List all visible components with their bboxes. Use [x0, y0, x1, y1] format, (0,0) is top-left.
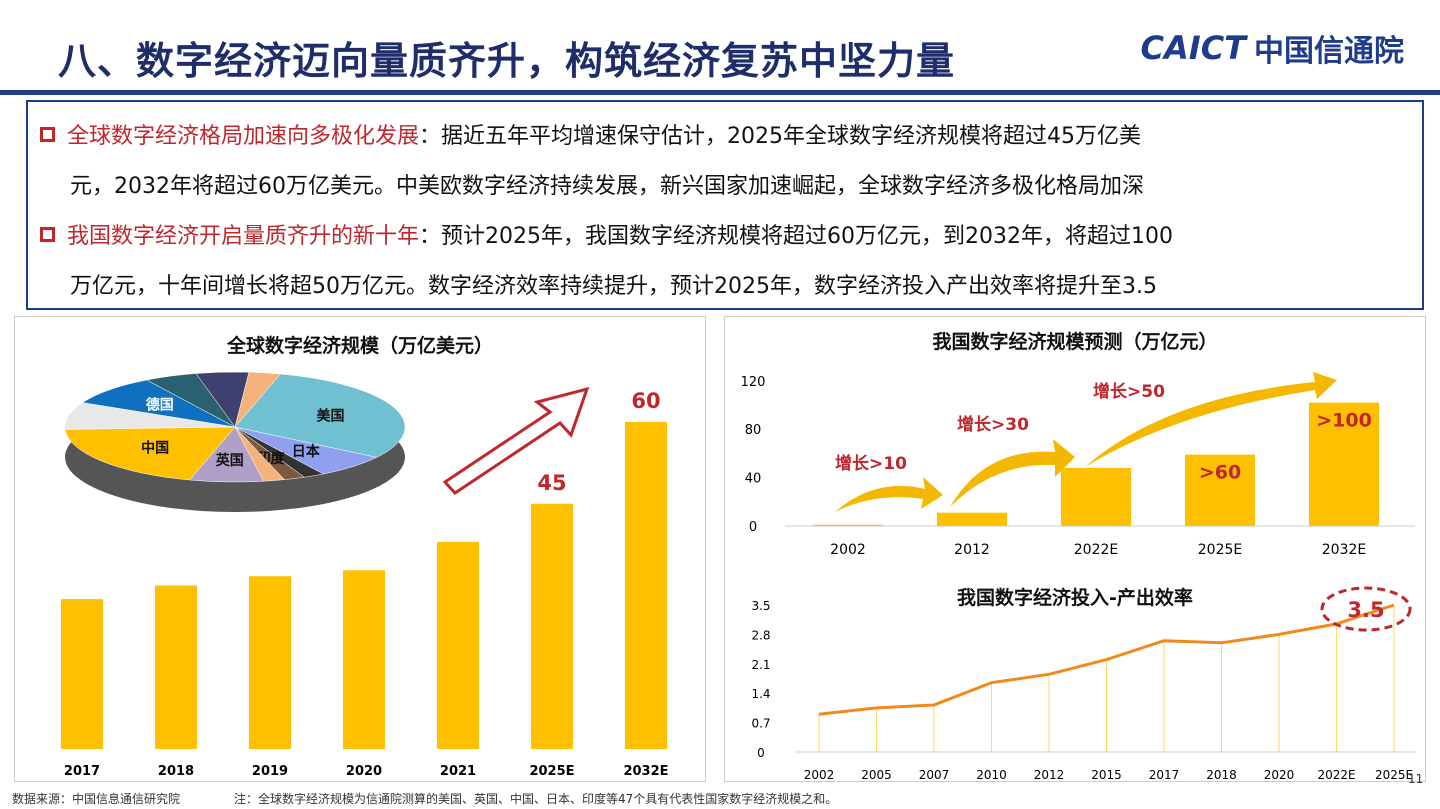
y-tick-label: 0.7 [751, 717, 770, 731]
pie-label: 德国 [146, 397, 174, 414]
x-tick-label: 2032E [623, 764, 668, 779]
divider [0, 90, 1440, 95]
page-title: 八、数字经济迈向量质齐升，构筑经济复苏中坚力量 [58, 39, 956, 83]
chart-title: 我国数字经济规模预测（万亿元） [932, 331, 1218, 353]
x-tick-label: 2032E [1322, 542, 1366, 558]
bar [531, 503, 573, 749]
x-tick-label: 2017 [64, 764, 100, 779]
pie-label: 日本 [292, 443, 321, 460]
y-tick-label: 120 [741, 375, 766, 390]
bullet-highlight: 我国数字经济开启量质齐升的新十年 [67, 224, 420, 249]
x-tick-label: 2002 [830, 542, 866, 558]
x-tick-label: 2025E [529, 764, 574, 779]
bullet-text: ：预计2025年，我国数字经济规模将超过60万亿元，到2032年，将超过100 [419, 224, 1173, 249]
x-tick-label: 2007 [919, 768, 950, 782]
bar [625, 422, 667, 749]
summary-box: 全球数字经济格局加速向多极化发展：据近五年平均增速保守估计，2025年全球数字经… [26, 100, 1424, 310]
x-tick-label: 2018 [158, 764, 194, 779]
bullet-1: 全球数字经济格局加速向多极化发展：据近五年平均增速保守估计，2025年全球数字经… [40, 112, 1410, 212]
x-tick-label: 2020 [1264, 768, 1295, 782]
x-tick-label: 2012 [1034, 768, 1065, 782]
bullet-text: ：据近五年平均增速保守估计，2025年全球数字经济规模将超过45万亿美 [419, 124, 1142, 149]
growth-arrow [1085, 372, 1337, 467]
x-tick-label: 2012 [954, 542, 990, 558]
bar [249, 576, 291, 749]
y-tick-label: 2.8 [751, 628, 770, 642]
y-tick-label: 1.4 [751, 687, 770, 701]
x-tick-label: 2020 [346, 764, 382, 779]
page-number: 11 [1408, 772, 1424, 786]
growth-arrow [950, 439, 1075, 507]
logo-en: CAICT [1140, 29, 1246, 67]
x-tick-label: 2015 [1091, 768, 1122, 782]
x-tick-label: 2021 [440, 764, 476, 779]
growth-arrow [442, 386, 590, 495]
bullet-text: 万亿元，十年间增长将超50万亿元。数字经济效率持续提升，预计2025年，数字经济… [70, 274, 1157, 299]
y-tick-label: 2.1 [751, 658, 770, 672]
y-tick-label: 80 [745, 423, 762, 438]
bar [155, 585, 197, 749]
bar-label: >60 [1199, 462, 1241, 484]
bar [343, 570, 385, 749]
pie-label: 中国 [141, 440, 169, 457]
pie-slice [64, 426, 236, 481]
x-tick-label: 2022E [1317, 768, 1355, 782]
footnote: 注：全球数字经济规模为信通院测算的美国、英国、中国、日本、印度等47个具有代表性… [234, 792, 838, 806]
annotation-label: 3.5 [1347, 598, 1384, 622]
x-tick-label: 2025E [1375, 768, 1413, 782]
x-tick-label: 2010 [976, 768, 1007, 782]
y-tick-label: 0 [757, 746, 765, 760]
logo-cn: 中国信通院 [1254, 34, 1404, 69]
bar [937, 512, 1007, 526]
global-bar-chart: 2017 2018 2019 2020 2021 2025E452032E60美国日本印度… [61, 371, 669, 779]
china-chart-panel: 我国数字经济规模预测（万亿元） 我国数字经济投入-产出效率 0 40 80 120 20… [724, 316, 1426, 782]
pie-slice [234, 373, 406, 458]
x-tick-label: 2017 [1149, 768, 1180, 782]
chart-title: 我国数字经济投入-产出效率 [957, 587, 1193, 609]
bullet-2: 我国数字经济开启量质齐升的新十年：预计2025年，我国数字经济规模将超过60万亿… [40, 212, 1410, 312]
x-tick-label: 2025E [1198, 542, 1242, 558]
x-tick-label: 2019 [252, 764, 288, 779]
data-label: 60 [631, 389, 660, 413]
growth-arrow [835, 477, 943, 512]
bar [1061, 467, 1131, 526]
bar [437, 541, 479, 749]
y-tick-label: 40 [745, 472, 762, 487]
bullet-highlight: 全球数字经济格局加速向多极化发展 [67, 124, 420, 149]
pie-label: 美国 [317, 407, 345, 424]
data-label: 45 [537, 471, 566, 495]
bar [1309, 402, 1379, 526]
x-tick-label: 2005 [861, 768, 892, 782]
square-bullet-icon [40, 227, 55, 242]
bar [61, 599, 103, 749]
bar [813, 524, 883, 526]
y-tick-label: 0 [749, 520, 757, 535]
pie-slice [234, 371, 281, 428]
chart-title: 全球数字经济规模（万亿美元） [226, 335, 493, 357]
global-chart-panel: 全球数字经济规模（万亿美元） 2017 2018 2019 2020 2021 2025E… [14, 316, 706, 782]
efficiency-line [818, 603, 1395, 716]
growth-label: 增长>50 [1093, 381, 1165, 402]
pie-label: 英国 [215, 452, 244, 469]
x-tick-label: 2022E [1074, 542, 1118, 558]
china-charts: 0 40 80 120 2002 2012 2022E 2025E >60 2032E >100 增长… [741, 372, 1415, 782]
bullet-text: 元，2032年将超过60万亿美元。中美欧数字经济持续发展，新兴国家加速崛起，全球… [70, 174, 1144, 199]
growth-label: 增长>10 [835, 453, 907, 474]
x-tick-label: 2018 [1206, 768, 1237, 782]
pie-slice [81, 379, 236, 428]
bar [1185, 454, 1255, 526]
x-tick-label: 2002 [804, 768, 835, 782]
annotation-circle [1320, 586, 1412, 632]
y-tick-label: 3.5 [751, 599, 770, 613]
source-note: 数据来源：中国信息通信研究院 [12, 792, 181, 806]
bar-label: >100 [1316, 410, 1372, 432]
growth-label: 增长>30 [957, 414, 1029, 435]
square-bullet-icon [40, 127, 55, 142]
logo: CAICT 中国信通院 [1141, 26, 1404, 70]
